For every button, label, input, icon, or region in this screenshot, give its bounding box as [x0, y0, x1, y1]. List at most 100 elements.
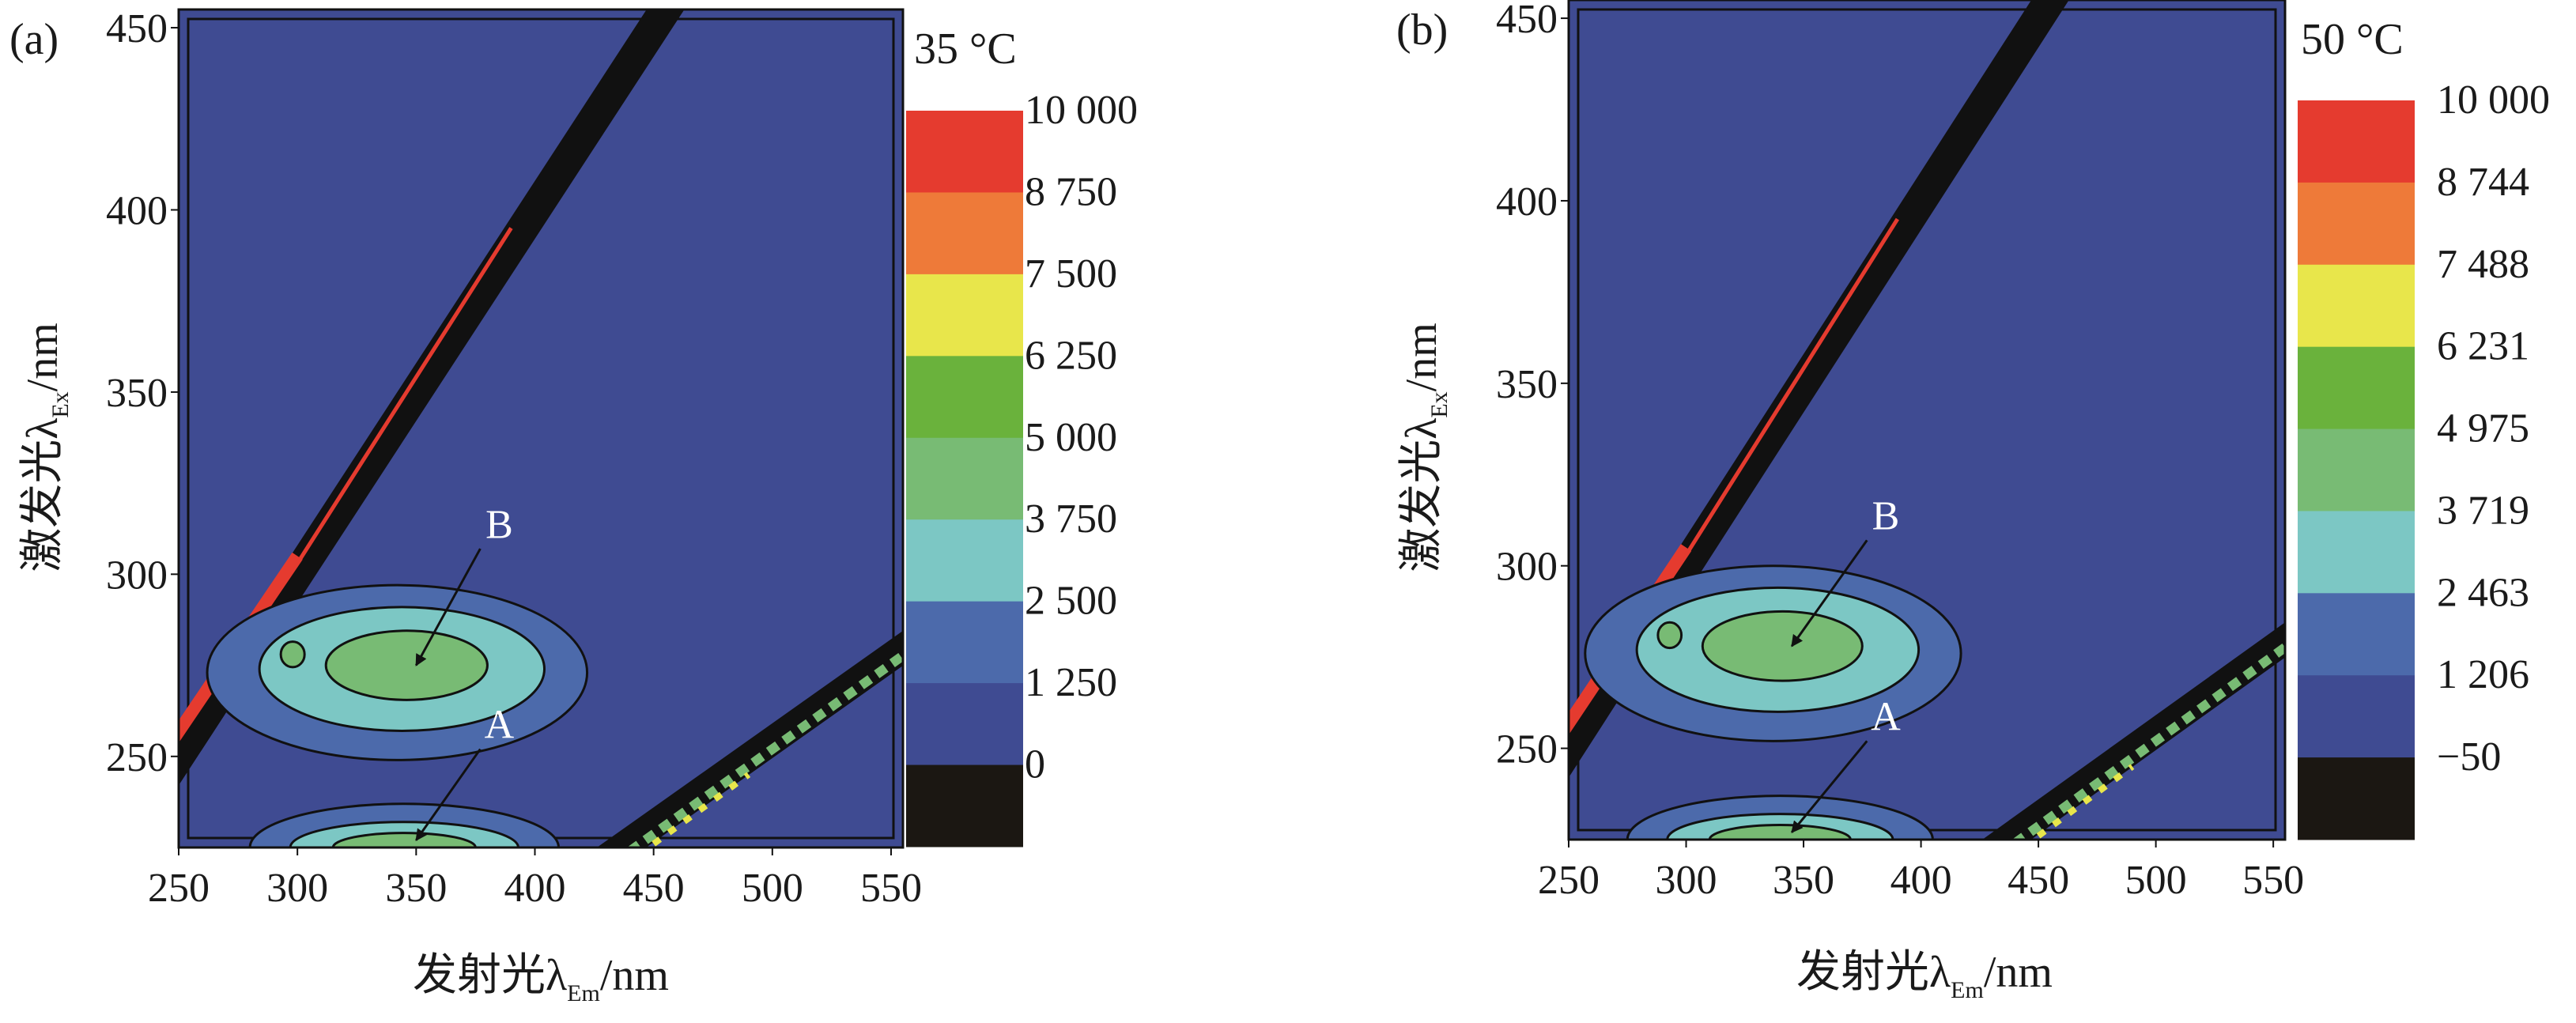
colorbar-band: [906, 274, 1023, 357]
colorbar-label: 4 975: [2437, 406, 2529, 451]
scatter-band-black: [179, 9, 685, 786]
colorbar-band: [2298, 757, 2415, 840]
colorbar-band: [2298, 511, 2415, 594]
scatter-band2-black: [598, 630, 903, 847]
y-tick-label: 350: [1496, 362, 1558, 407]
colorbar-label: 8 750: [1025, 169, 1117, 214]
annotation-label-a: A: [1871, 694, 1901, 739]
y-tick-label: 250: [106, 735, 168, 780]
colorbar: 10 000 8 750 7 500 6 250 5 000 3 750 2 500 1 25…: [906, 88, 1138, 847]
colorbar-band: [906, 519, 1023, 602]
x-tick-label: 500: [2125, 858, 2187, 903]
annotation-label-b: B: [1872, 494, 1900, 539]
y-tick-label: 450: [1496, 0, 1558, 42]
colorbar-label: 3 750: [1025, 496, 1117, 542]
y-tick-label: 300: [1496, 545, 1558, 590]
colorbar-label: 6 250: [1025, 333, 1117, 378]
colorbar-band: [906, 437, 1023, 520]
scatter-band2-black: [1983, 622, 2285, 840]
x-tick-label: 250: [1538, 858, 1600, 903]
colorbar: 10 000 8 744 7 488 6 231 4 975 3 719 2 463 1 20…: [2298, 77, 2550, 840]
colorbar-label: 8 744: [2437, 160, 2529, 205]
x-tick-label: 300: [266, 866, 328, 911]
y-tick-label: 250: [1496, 727, 1558, 772]
annotation-arrow-a: [1791, 740, 1868, 833]
colorbar-label: 0: [1025, 742, 1045, 787]
scatter-band2-yellow: [652, 772, 751, 847]
colorbar-band: [2298, 428, 2415, 511]
x-tick-label: 550: [2242, 858, 2304, 903]
x-tick-label: 350: [1773, 858, 1834, 903]
plot-area: BA: [179, 9, 903, 847]
colorbar-band: [906, 764, 1023, 847]
annotation-label-a: A: [485, 703, 515, 748]
colorbar-label: −50: [2437, 734, 2501, 780]
y-tick-label: 300: [106, 553, 168, 598]
annotation-arrow-b: [415, 548, 482, 666]
x-tick-label: 550: [860, 866, 922, 911]
x-tick-label: 250: [148, 866, 210, 911]
scatter-band2-yellow: [2036, 764, 2135, 839]
annotation-arrow-a: [415, 748, 482, 842]
temperature-label: 35 °C: [914, 25, 1017, 74]
x-tick-label: 300: [1656, 858, 1717, 903]
y-tick-label: 400: [1496, 179, 1558, 225]
y-axis-title: 激发光λEx/nm: [1397, 323, 1452, 572]
y-tick-label: 450: [106, 6, 168, 51]
colorbar-band: [906, 683, 1023, 766]
x-tick-label: 500: [742, 866, 803, 911]
x-tick-label: 350: [385, 866, 447, 911]
colorbar-label: 1 206: [2437, 652, 2529, 697]
colorbar-band: [2298, 593, 2415, 676]
y-tick-label: 400: [106, 188, 168, 233]
scatter-band-black: [1569, 0, 2069, 778]
colorbar-label: 6 231: [2437, 324, 2529, 369]
colorbar-label: 10 000: [2437, 77, 2550, 123]
colorbar-label: 5 000: [1025, 415, 1117, 460]
annotation-arrow-b: [1790, 539, 1868, 647]
panel-label: (a): [9, 15, 59, 64]
peak-a-contours: [248, 802, 560, 847]
peak-b-ring-3: [1701, 610, 1864, 682]
colorbar-band: [906, 111, 1023, 193]
scatter-band-second-order: [598, 630, 903, 847]
temperature-label: 50 °C: [2301, 15, 2404, 64]
plot-area: BA: [1569, 0, 2285, 840]
x-tick-label: 400: [504, 866, 565, 911]
colorbar-band: [906, 601, 1023, 684]
scatter-band2-green: [627, 649, 903, 847]
colorbar-band: [2298, 346, 2415, 430]
scatter-band2-green: [2011, 641, 2285, 840]
colorbar-label: 3 719: [2437, 488, 2529, 533]
x-axis-title: 发射光λEm/nm: [1796, 948, 2053, 1003]
x-tick-label: 450: [623, 866, 685, 911]
scatter-band-red-thin: [1684, 217, 1899, 557]
annotation-label-b: B: [485, 502, 513, 547]
outer-frame: [177, 8, 905, 849]
peak-b-contours: [1584, 564, 1962, 742]
colorbar-label: 10 000: [1025, 88, 1138, 133]
colorbar-label: 2 500: [1025, 579, 1117, 624]
peak-b-ring-3: [324, 629, 489, 701]
colorbar-band: [906, 192, 1023, 275]
x-tick-label: 400: [1890, 858, 1952, 903]
outer-frame: [1567, 0, 2287, 841]
panel-label: (b): [1396, 6, 1448, 55]
peak-b-side-spot: [279, 640, 306, 669]
colorbar-band: [2298, 264, 2415, 348]
x-axis-title: 发射光λEm/nm: [413, 951, 669, 1006]
colorbar-band: [2298, 182, 2415, 266]
x-tick-label: 450: [2008, 858, 2069, 903]
scatter-band-second-order: [1983, 622, 2285, 840]
y-tick-label: 350: [106, 371, 168, 416]
colorbar-label: 7 500: [1025, 251, 1117, 296]
colorbar-band: [2298, 675, 2415, 758]
colorbar-band: [906, 356, 1023, 439]
colorbar-band: [2298, 100, 2415, 183]
colorbar-label: 2 463: [2437, 570, 2529, 615]
peak-b-contours: [206, 583, 589, 761]
scatter-band-red-thin: [296, 227, 513, 564]
